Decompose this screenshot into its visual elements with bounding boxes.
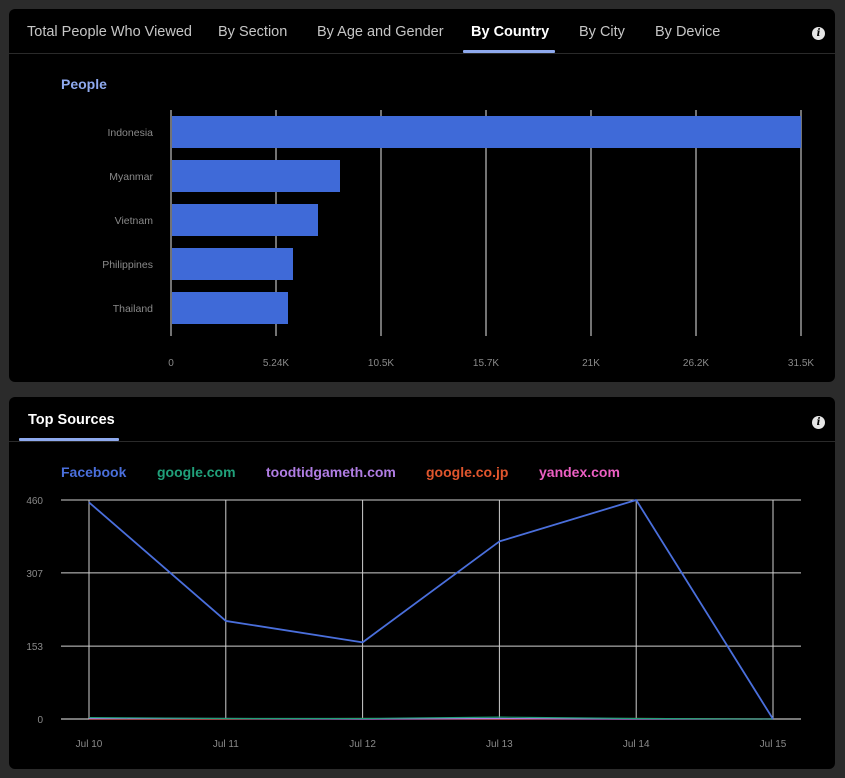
- x-tick-label: Jul 15: [760, 739, 787, 750]
- tab-by-country[interactable]: By Country: [471, 24, 550, 40]
- x-tick-label: Jul 12: [349, 739, 376, 750]
- x-tick-label: Jul 10: [76, 739, 103, 750]
- active-tab-indicator: [463, 50, 555, 53]
- legend-toodtidgameth-com[interactable]: toodtidgameth.com: [266, 464, 396, 480]
- x-tick-label: 0: [168, 358, 174, 369]
- y-tick-label: 460: [26, 496, 43, 507]
- tab-by-age-and-gender[interactable]: By Age and Gender: [317, 24, 444, 40]
- y-tick-label: 307: [26, 569, 43, 580]
- legend-google-co-jp[interactable]: google.co.jp: [426, 464, 509, 480]
- category-label-vietnam: Vietnam: [115, 215, 154, 227]
- bar-vietnam: [172, 204, 318, 236]
- category-label-philippines: Philippines: [102, 259, 153, 271]
- x-tick-label: 15.7K: [473, 358, 499, 369]
- series-line-facebook: [88, 499, 774, 720]
- tab-top-sources[interactable]: Top Sources: [28, 412, 115, 428]
- series-line-google-com: [88, 716, 774, 720]
- country-bar-chart: 0 5.24K 10.5K 15.7K 21K 26.2K 31.5K Indonesia My…: [102, 110, 814, 369]
- x-tick-label: 5.24K: [263, 358, 289, 369]
- x-tick-label: 31.5K: [788, 358, 814, 369]
- x-tick-label: 21K: [582, 358, 600, 369]
- sources-panel: Top Sources i Facebook google.com toodtidg…: [9, 397, 835, 769]
- category-label-thailand: Thailand: [113, 303, 153, 315]
- tab-by-section[interactable]: By Section: [218, 24, 288, 40]
- sources-tabbar: Top Sources i: [9, 397, 835, 442]
- x-tick-label: 26.2K: [683, 358, 709, 369]
- x-tick-label: Jul 11: [213, 739, 239, 750]
- bar-myanmar: [172, 160, 340, 192]
- country-panel: Total People Who Viewed By Section By Ag…: [9, 9, 835, 382]
- tab-by-city[interactable]: By City: [579, 24, 625, 40]
- y-tick-label: 153: [26, 642, 43, 653]
- info-icon[interactable]: i: [812, 416, 825, 429]
- y-tick-label: 0: [37, 715, 43, 726]
- country-tabbar: Total People Who Viewed By Section By Ag…: [9, 9, 835, 54]
- bar-indonesia: [172, 116, 801, 148]
- category-label-myanmar: Myanmar: [109, 171, 153, 183]
- legend-google-com[interactable]: google.com: [157, 464, 236, 480]
- legend-facebook[interactable]: Facebook: [61, 464, 127, 480]
- category-label-indonesia: Indonesia: [107, 127, 153, 139]
- tab-total-people-who-viewed[interactable]: Total People Who Viewed: [27, 24, 192, 40]
- legend-yandex-com[interactable]: yandex.com: [539, 464, 620, 480]
- tab-by-device[interactable]: By Device: [655, 24, 721, 40]
- x-tick-label: 10.5K: [368, 358, 394, 369]
- active-tab-indicator: [19, 438, 119, 441]
- sources-line-chart: 0 153 307 460 Jul 10 Jul 11 Jul 12 Jul 13 Jul 14…: [26, 496, 801, 750]
- bar-thailand: [172, 292, 288, 324]
- legend-people[interactable]: People: [61, 76, 107, 92]
- info-icon[interactable]: i: [812, 27, 825, 40]
- bar-philippines: [172, 248, 293, 280]
- x-tick-label: Jul 13: [486, 739, 513, 750]
- x-tick-label: Jul 14: [623, 739, 650, 750]
